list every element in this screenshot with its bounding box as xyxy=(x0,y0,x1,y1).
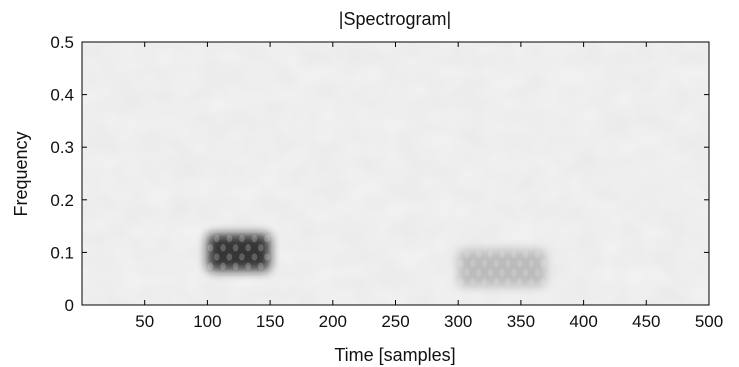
x-tick-label: 250 xyxy=(381,312,409,331)
y-tick-label: 0.1 xyxy=(50,243,74,262)
y-axis: 0 0.1 0.2 0.3 0.4 0.5 xyxy=(50,33,709,315)
x-tick-label: 400 xyxy=(569,312,597,331)
spectrogram-blobs xyxy=(207,233,546,287)
x-tick-label: 200 xyxy=(319,312,347,331)
x-tick-label: 150 xyxy=(256,312,284,331)
y-tick-label: 0 xyxy=(65,296,74,315)
y-tick-label: 0.2 xyxy=(50,191,74,210)
chart-title: |Spectrogram| xyxy=(339,9,451,29)
x-tick-label: 100 xyxy=(193,312,221,331)
x-axis: 50 100 150 200 250 300 350 400 450 500 xyxy=(135,42,723,331)
x-tick-label: 50 xyxy=(135,312,154,331)
spectrogram-blob xyxy=(207,233,271,271)
x-tick-label: 300 xyxy=(444,312,472,331)
x-tick-label: 350 xyxy=(507,312,535,331)
x-axis-label: Time [samples] xyxy=(334,345,455,365)
spectrogram-blob xyxy=(458,249,546,287)
y-axis-label: Frequency xyxy=(11,131,31,216)
y-tick-label: 0.4 xyxy=(50,86,74,105)
y-tick-label: 0.5 xyxy=(50,33,74,52)
y-tick-label: 0.3 xyxy=(50,138,74,157)
plot-texture xyxy=(82,42,709,305)
x-tick-label: 500 xyxy=(695,312,723,331)
x-tick-label: 450 xyxy=(632,312,660,331)
